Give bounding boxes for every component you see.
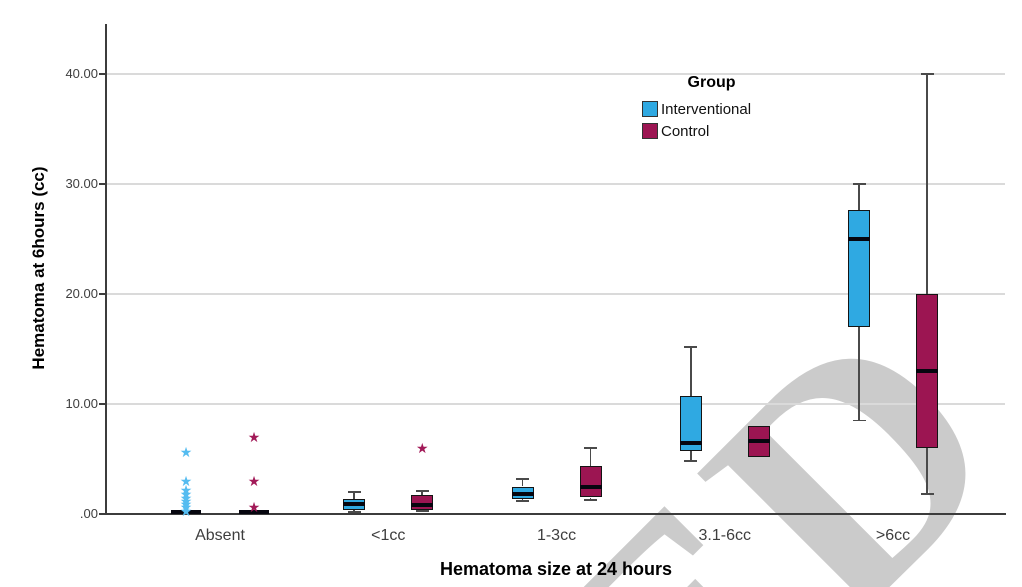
whisker-interventional-6cc [858, 184, 860, 211]
gridline [106, 183, 1005, 185]
median-interventional-Absent [171, 509, 201, 514]
outlier-star-control-1cc: ★ [415, 440, 429, 456]
whisker-cap-interventional-13cc [516, 499, 529, 502]
whisker-control-6cc [926, 448, 928, 495]
whisker-cap-interventional-13cc [516, 477, 529, 480]
outlier-star-control-Absent: ★ [247, 473, 261, 489]
legend-item-control: Control [642, 120, 751, 142]
y-tick-label: .00 [79, 506, 98, 521]
whisker-cap-control-1cc [415, 490, 429, 492]
whisker-cap-control-13cc [584, 498, 597, 501]
x-tick-label: <1cc [371, 527, 406, 544]
whisker-cap-control-13cc [584, 447, 597, 449]
legend-label: Control [661, 122, 710, 140]
y-tick-mark [99, 293, 105, 295]
legend-title: Group [687, 74, 736, 91]
median-control-Absent [239, 509, 269, 514]
whisker-interventional-316cc [689, 346, 692, 397]
median-control-6cc [916, 369, 938, 373]
outlier-star-interventional-Absent: ★ [179, 481, 193, 498]
median-control-13cc [579, 484, 602, 489]
x-tick-label: 1-3cc [536, 527, 577, 544]
whisker-cap-interventional-1cc [347, 510, 361, 513]
outlier-star-control-Absent: ★ [247, 499, 261, 516]
whisker-interventional-316cc [689, 451, 692, 462]
median-control-1cc [411, 503, 434, 508]
whisker-interventional-1cc [353, 492, 356, 499]
outlier-star-interventional-Absent: ★ [179, 473, 193, 489]
legend-label: Interventional [661, 100, 752, 118]
control-swatch-icon [642, 123, 658, 139]
y-tick-mark [99, 403, 105, 405]
whisker-cap-interventional-1cc [347, 491, 361, 493]
box-control-13cc [579, 465, 602, 498]
whisker-cap-interventional-6cc [852, 419, 866, 422]
x-axis-title: Hematoma size at 24 hours [439, 559, 673, 579]
whisker-cap-control-6cc [920, 493, 934, 496]
x-tick-label: >6cc [875, 527, 911, 544]
whisker-interventional-6cc [858, 327, 860, 421]
median-interventional-316cc [679, 440, 702, 445]
x-axis-line [105, 513, 1006, 515]
median-interventional-13cc [511, 492, 534, 497]
median-interventional-1cc [343, 502, 366, 507]
outlier-star-interventional-Absent: ★ [179, 444, 193, 461]
whisker-cap-interventional-316cc [684, 460, 698, 463]
whisker-interventional-13cc [521, 498, 524, 501]
outlier-star-control-Absent: ★ [247, 429, 261, 445]
gridline [106, 73, 1005, 75]
whisker-interventional-1cc [353, 509, 356, 512]
whisker-control-13cc [589, 448, 592, 466]
y-tick-mark [99, 513, 105, 515]
y-tick-label: 30.00 [65, 176, 98, 191]
legend-item-interventional: Interventional [642, 98, 751, 120]
box-interventional-316cc [679, 396, 702, 452]
x-tick-label: 3.1-6cc [698, 527, 751, 544]
outlier-star-interventional-Absent: ★ [179, 489, 193, 506]
y-tick-label: 10.00 [65, 396, 98, 411]
outlier-star-interventional-Absent: ★ [179, 499, 193, 516]
outlier-star-interventional-Absent: ★ [179, 492, 193, 509]
whisker-cap-control-6cc [920, 73, 934, 75]
y-axis-line [105, 24, 107, 514]
outlier-star-interventional-Absent: ★ [179, 486, 193, 503]
y-tick-label: 20.00 [65, 286, 98, 301]
whisker-control-1cc [421, 490, 424, 496]
outlier-star-interventional-Absent: ★ [179, 502, 193, 519]
whisker-control-6cc [926, 74, 928, 294]
median-interventional-6cc [848, 237, 870, 241]
x-tick-label: Absent [195, 527, 245, 544]
y-tick-mark [99, 73, 105, 75]
box-interventional-6cc [848, 210, 870, 327]
whisker-interventional-13cc [521, 478, 524, 487]
interventional-swatch-icon [642, 101, 658, 117]
gridline [106, 403, 1005, 405]
outlier-star-interventional-Absent: ★ [179, 496, 193, 513]
y-tick-label: 40.00 [65, 66, 98, 81]
legend: Group Interventional Control [642, 74, 751, 142]
whisker-cap-interventional-316cc [684, 345, 698, 348]
y-tick-mark [99, 183, 105, 185]
whisker-cap-interventional-6cc [852, 183, 866, 185]
whisker-control-13cc [589, 497, 592, 500]
whisker-cap-control-1cc [415, 509, 429, 512]
median-control-316cc [747, 439, 770, 444]
gridline [106, 293, 1005, 295]
